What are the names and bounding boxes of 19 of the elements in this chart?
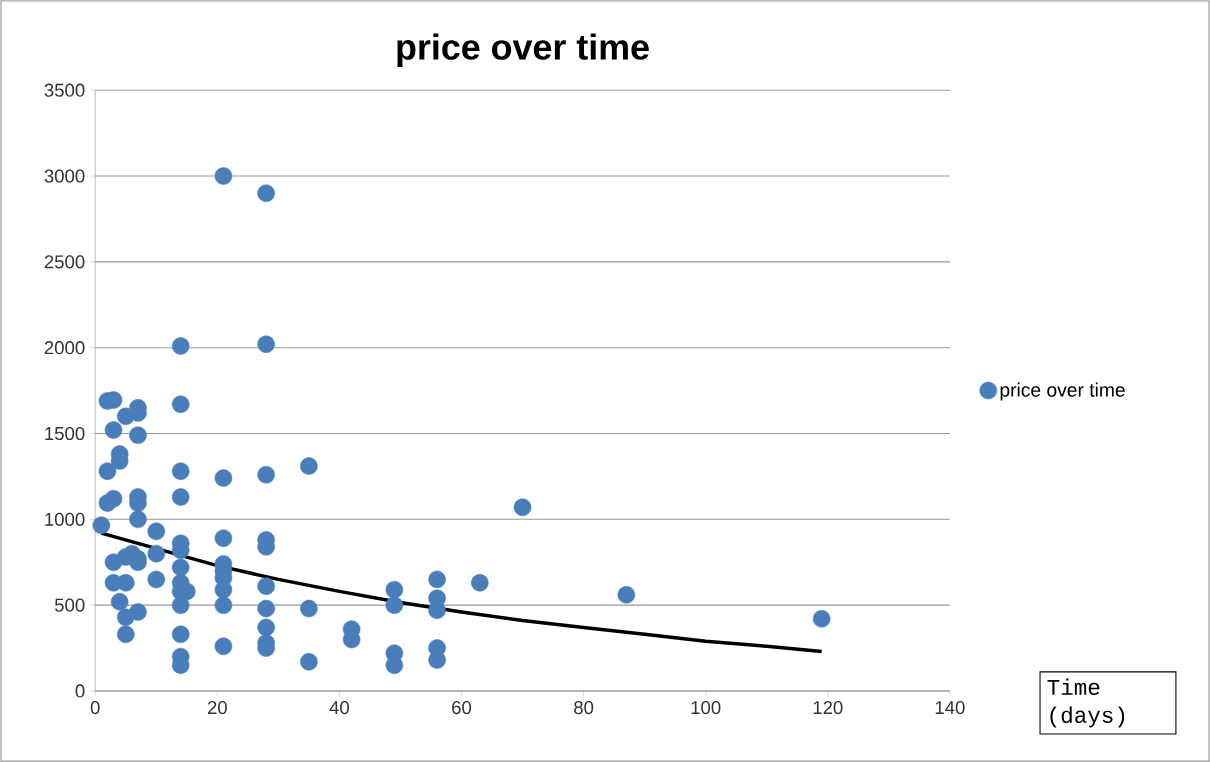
y-tick-label: 500 [54, 598, 85, 612]
y-tick-label: 2000 [44, 340, 85, 355]
x-axis-title: Time (days) [1047, 678, 1125, 728]
y-tick-label: 1000 [45, 512, 85, 526]
x-tick-label: 80 [574, 700, 594, 715]
legend-label: price over time [1000, 382, 1125, 401]
y-tick-label: 3500 [44, 83, 85, 97]
x-tick-label: 20 [207, 700, 227, 715]
x-tick-label: 120 [813, 700, 843, 715]
y-tick-label: 0 [75, 684, 85, 698]
y-tick-label: 3000 [44, 169, 85, 183]
x-tick-label: 140 [935, 700, 965, 715]
x-tick-label: 0 [90, 700, 100, 715]
y-tick-label: 1500 [45, 426, 85, 440]
x-tick-label: 100 [691, 700, 721, 715]
y-tick-label: 2500 [44, 255, 85, 269]
x-tick-label: 40 [329, 700, 350, 715]
x-tick-label: 60 [452, 700, 472, 715]
chart-title: price over time [397, 33, 649, 67]
